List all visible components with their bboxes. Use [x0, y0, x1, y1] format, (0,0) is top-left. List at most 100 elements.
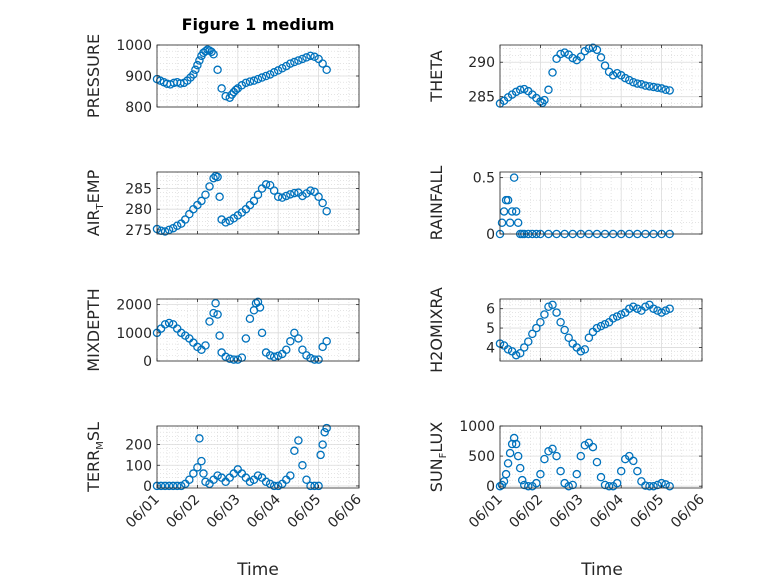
data-point — [588, 43, 598, 53]
data-point — [310, 187, 319, 197]
data-point — [201, 341, 210, 350]
data-point — [201, 477, 210, 487]
data-point — [245, 477, 255, 487]
data-point — [600, 480, 610, 490]
data-point — [249, 196, 259, 206]
x-tick-label: 06/05 — [628, 492, 668, 532]
x-tick-label: 06/06 — [325, 491, 365, 531]
data-point — [576, 347, 586, 356]
x-tick-label: 06/04 — [587, 491, 627, 531]
data-point — [290, 446, 299, 456]
y-axis-label: AIRTEMP — [84, 169, 106, 236]
data-point — [221, 218, 230, 227]
y-tick-label: 1000 — [116, 326, 152, 342]
data-point — [513, 451, 523, 461]
data-point — [261, 477, 271, 487]
data-point — [576, 451, 586, 461]
data-point — [501, 469, 511, 479]
data-point — [209, 173, 218, 183]
data-point — [564, 333, 573, 342]
data-point — [185, 475, 194, 484]
data-point — [633, 79, 642, 88]
data-point — [282, 345, 291, 354]
data-point — [661, 306, 670, 315]
data-point — [499, 207, 509, 216]
data-point — [298, 345, 307, 354]
y-tick-label: 200 — [125, 438, 152, 454]
data-point — [176, 79, 185, 88]
data-point — [229, 355, 239, 364]
data-point — [286, 337, 295, 346]
data-point — [524, 481, 533, 491]
data-point — [298, 461, 307, 470]
data-point — [290, 328, 299, 338]
data-point — [241, 334, 251, 343]
data-point — [310, 52, 319, 62]
data-point — [519, 480, 529, 490]
data-point — [249, 76, 259, 85]
data-point — [616, 466, 626, 476]
data-point — [207, 47, 216, 57]
subplot-pressure: 800 900 1000 PRESSURE — [84, 34, 360, 118]
y-tick-label: 290 — [468, 55, 495, 71]
data-point — [322, 423, 331, 433]
data-point — [265, 479, 275, 489]
data-point — [560, 325, 569, 335]
data-point — [592, 45, 602, 55]
data-point — [265, 180, 275, 190]
data-point — [265, 351, 275, 360]
x-tick-label: 06/01 — [123, 492, 163, 532]
x-axis-label-left: Time — [236, 560, 279, 580]
data-point — [532, 323, 541, 333]
data-point — [511, 87, 521, 97]
data-point — [665, 86, 674, 95]
data-point — [665, 304, 674, 313]
data-point — [320, 427, 329, 437]
data-point — [282, 191, 291, 201]
data-point — [517, 475, 527, 485]
y-tick-label: 1000 — [459, 419, 495, 435]
data-point — [322, 65, 331, 75]
y-tick-label: 0 — [486, 227, 495, 243]
y-tick-label: 4 — [486, 340, 495, 356]
x-tick-label: 06/03 — [204, 492, 244, 532]
data-point — [310, 355, 319, 364]
data-point — [515, 85, 525, 95]
data-point — [540, 454, 549, 464]
data-point — [215, 331, 224, 340]
data-point — [172, 221, 182, 230]
data-point — [556, 466, 565, 476]
data-point — [197, 196, 206, 206]
data-point — [600, 61, 610, 70]
data-point — [536, 317, 545, 327]
data-point — [649, 304, 658, 313]
data-point — [213, 471, 222, 480]
data-point — [511, 350, 521, 360]
data-point — [536, 469, 545, 479]
x-tick-label: 06/01 — [466, 492, 506, 532]
data-point — [286, 190, 295, 199]
data-point — [657, 84, 666, 93]
subplot-h2omixra: 4 5 6 H2OMIXRA — [427, 287, 703, 373]
data-point — [197, 456, 206, 466]
data-point — [164, 225, 174, 235]
data-point — [164, 481, 174, 491]
data-point — [592, 323, 602, 333]
data-point — [273, 66, 283, 75]
data-point — [625, 304, 634, 313]
data-point — [306, 481, 315, 491]
data-point — [503, 195, 513, 205]
data-point — [306, 186, 315, 195]
data-point — [515, 463, 525, 473]
data-point — [306, 51, 315, 61]
data-point — [160, 481, 170, 491]
data-point — [653, 306, 662, 315]
data-point — [625, 75, 634, 85]
data-point — [201, 190, 210, 199]
data-point — [215, 192, 224, 202]
data-point — [253, 297, 263, 307]
subplot-sun-flux: 0 500 1000 06/01 06/02 06/03 06/04 06/05 06/06 SU… — [427, 419, 708, 531]
y-tick-label: 0 — [143, 354, 152, 370]
data-point — [616, 310, 626, 319]
data-point — [169, 78, 179, 88]
